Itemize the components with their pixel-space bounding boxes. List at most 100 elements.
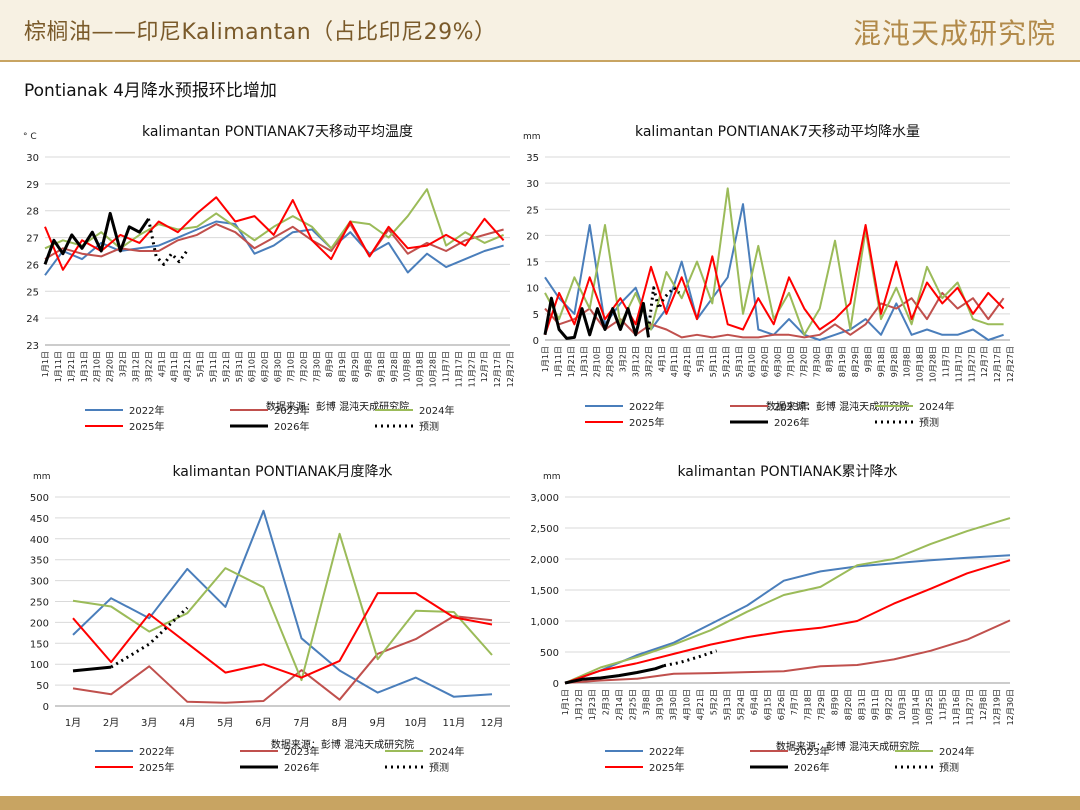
x-tick-label: 11月17日 xyxy=(954,346,963,382)
y-tick-label: 26 xyxy=(26,260,39,271)
x-tick-label: 4月21日 xyxy=(183,351,192,382)
x-tick-label: 11月27日 xyxy=(967,346,976,382)
legend-label: 2025年 xyxy=(139,761,174,774)
y-tick-label: 20 xyxy=(526,231,539,242)
x-tick-label: 1月1日 xyxy=(561,689,570,715)
x-tick-label: 2月20日 xyxy=(606,346,615,377)
x-tick-label: 3月2日 xyxy=(119,351,128,377)
y-tick-label: 100 xyxy=(30,660,49,671)
legend-label: 2025年 xyxy=(649,761,684,774)
y-tick-label: 15 xyxy=(526,258,539,269)
legend-label: 2023年 xyxy=(794,745,829,758)
y-tick-label: 30 xyxy=(526,179,539,190)
series-line-2023年 xyxy=(72,615,493,704)
x-tick-label: 1月 xyxy=(65,717,81,729)
x-tick-label: 6月30日 xyxy=(774,346,783,377)
footer-bar xyxy=(0,796,1080,810)
x-tick-label: 2月25日 xyxy=(628,689,637,720)
x-tick-label: 1月1日 xyxy=(41,351,50,377)
x-tick-label: 1月12日 xyxy=(574,689,583,720)
x-tick-label: 5月24日 xyxy=(736,689,745,720)
data-source: 数据来源：彭博 混沌天成研究院 xyxy=(271,738,414,751)
x-tick-label: 8月9日 xyxy=(825,346,834,372)
x-tick-label: 12月17日 xyxy=(493,351,502,387)
x-tick-label: 6月10日 xyxy=(748,346,757,377)
series-line-2026年 xyxy=(43,211,150,265)
x-tick-label: 3月30日 xyxy=(669,689,678,720)
y-tick-label: 25 xyxy=(26,287,39,298)
chart-title: kalimantan PONTIANAK7天移动平均温度 xyxy=(142,124,413,140)
y-tick-label: 500 xyxy=(540,648,559,659)
x-tick-label: 3月 xyxy=(141,717,157,729)
x-tick-label: 10月28日 xyxy=(929,346,938,382)
legend-label: 2023年 xyxy=(774,400,809,413)
x-tick-label: 1月21日 xyxy=(67,351,76,382)
series-line-2023年 xyxy=(564,619,1011,684)
x-tick-label: 3月22日 xyxy=(144,351,153,382)
x-tick-label: 6月4日 xyxy=(750,689,759,715)
chart-title: kalimantan PONTIANAK月度降水 xyxy=(172,464,392,480)
y-tick-label: 500 xyxy=(30,493,49,504)
x-tick-label: 11月 xyxy=(443,717,466,729)
x-tick-label: 11月27日 xyxy=(966,689,975,725)
x-tick-label: 4月 xyxy=(179,717,195,729)
header-band: 棕榈油——印尼Kalimantan（占比印尼29%） 混沌天成研究院 xyxy=(0,0,1080,60)
x-tick-label: 2月 xyxy=(103,717,119,729)
x-tick-label: 9月28日 xyxy=(890,346,899,377)
x-tick-label: 11月27日 xyxy=(467,351,476,387)
x-tick-label: 4月21日 xyxy=(696,689,705,720)
x-tick-label: 2月3日 xyxy=(601,689,610,715)
y-tick-label: 1,000 xyxy=(530,617,559,628)
series-line-2026年 xyxy=(564,664,665,685)
legend-label: 2024年 xyxy=(429,745,464,758)
x-tick-label: 2月10日 xyxy=(593,346,602,377)
y-tick-label: 1,500 xyxy=(530,586,559,597)
x-tick-label: 5月 xyxy=(217,717,233,729)
x-tick-label: 7月18日 xyxy=(804,689,813,720)
x-tick-label: 4月11日 xyxy=(670,346,679,377)
x-tick-label: 12月8日 xyxy=(979,689,988,720)
x-tick-label: 5月21日 xyxy=(722,346,731,377)
x-tick-label: 3月2日 xyxy=(619,346,628,372)
y-tick-label: 30 xyxy=(26,153,39,164)
x-tick-label: 5月1日 xyxy=(196,351,205,377)
series-line-2024年 xyxy=(544,187,1004,336)
x-tick-label: 4月10日 xyxy=(682,689,691,720)
x-tick-label: 7月29日 xyxy=(817,689,826,720)
y-tick-label: 10 xyxy=(526,284,539,295)
x-tick-label: 9月11日 xyxy=(871,689,880,720)
x-tick-label: 5月11日 xyxy=(709,346,718,377)
x-tick-label: 7月20日 xyxy=(299,351,308,382)
y-tick-label: 450 xyxy=(30,514,49,525)
x-tick-label: 12月27日 xyxy=(506,351,515,387)
x-tick-label: 5月31日 xyxy=(735,346,744,377)
x-tick-label: 11月7日 xyxy=(441,351,450,382)
y-tick-label: 24 xyxy=(26,314,39,325)
series-line-2022年 xyxy=(564,554,1011,684)
legend-label: 预测 xyxy=(429,761,449,774)
x-tick-label: 7月30日 xyxy=(312,351,321,382)
x-tick-label: 2月14日 xyxy=(615,689,624,720)
legend-label: 2025年 xyxy=(129,420,164,433)
x-tick-label: 1月31日 xyxy=(580,346,589,377)
y-tick-label: 300 xyxy=(30,577,49,588)
x-tick-label: 2月20日 xyxy=(106,351,115,382)
legend-label: 2022年 xyxy=(629,400,664,413)
x-tick-label: 1月23日 xyxy=(588,689,597,720)
series-line-预测 xyxy=(110,606,189,669)
y-tick-label: 5 xyxy=(533,310,539,321)
series-line-预测 xyxy=(147,218,189,266)
chart-temp: kalimantan PONTIANAK7天移动平均温度 ° C 23 24 25 26 2… xyxy=(23,124,515,433)
x-tick-label: 6月26日 xyxy=(777,689,786,720)
x-tick-label: 5月1日 xyxy=(696,346,705,372)
x-tick-label: 5月21日 xyxy=(222,351,231,382)
x-tick-label: 6月20日 xyxy=(261,351,270,382)
data-source: 数据来源：彭博 混沌天成研究院 xyxy=(766,400,909,413)
y-tick-label: 350 xyxy=(30,556,49,567)
x-tick-label: 7月30日 xyxy=(812,346,821,377)
series-line-2026年 xyxy=(72,665,112,673)
legend-label: 2024年 xyxy=(419,404,454,417)
x-tick-label: 11月17日 xyxy=(454,351,463,387)
y-unit: mm xyxy=(543,472,561,482)
